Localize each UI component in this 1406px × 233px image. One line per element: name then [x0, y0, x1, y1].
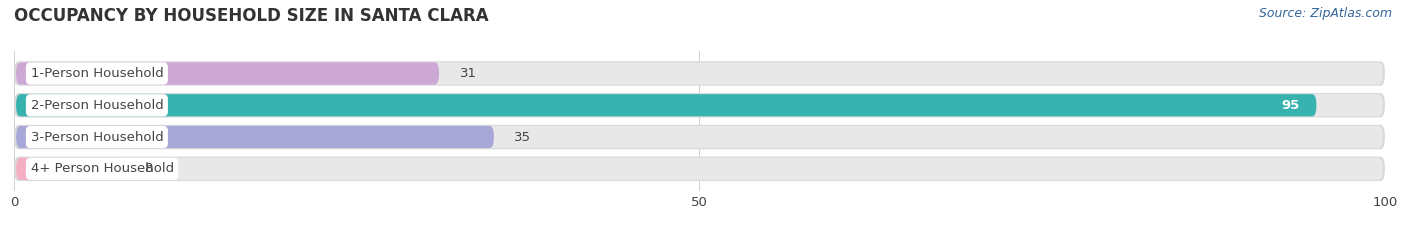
FancyBboxPatch shape [15, 126, 494, 148]
FancyBboxPatch shape [15, 158, 124, 180]
Text: 31: 31 [460, 67, 477, 80]
Text: 95: 95 [1282, 99, 1301, 112]
Text: OCCUPANCY BY HOUSEHOLD SIZE IN SANTA CLARA: OCCUPANCY BY HOUSEHOLD SIZE IN SANTA CLA… [14, 7, 489, 25]
Text: 1-Person Household: 1-Person Household [31, 67, 163, 80]
FancyBboxPatch shape [14, 157, 1385, 181]
Text: Source: ZipAtlas.com: Source: ZipAtlas.com [1258, 7, 1392, 20]
FancyBboxPatch shape [15, 126, 1384, 148]
FancyBboxPatch shape [14, 61, 1385, 86]
Text: 3-Person Household: 3-Person Household [31, 130, 163, 144]
Text: 8: 8 [145, 162, 153, 175]
FancyBboxPatch shape [15, 62, 1384, 85]
FancyBboxPatch shape [15, 62, 439, 85]
FancyBboxPatch shape [15, 94, 1316, 116]
Text: 35: 35 [515, 130, 531, 144]
FancyBboxPatch shape [14, 125, 1385, 149]
FancyBboxPatch shape [15, 94, 1384, 116]
Text: 4+ Person Household: 4+ Person Household [31, 162, 173, 175]
Text: 2-Person Household: 2-Person Household [31, 99, 163, 112]
FancyBboxPatch shape [15, 158, 1384, 180]
FancyBboxPatch shape [14, 93, 1385, 117]
